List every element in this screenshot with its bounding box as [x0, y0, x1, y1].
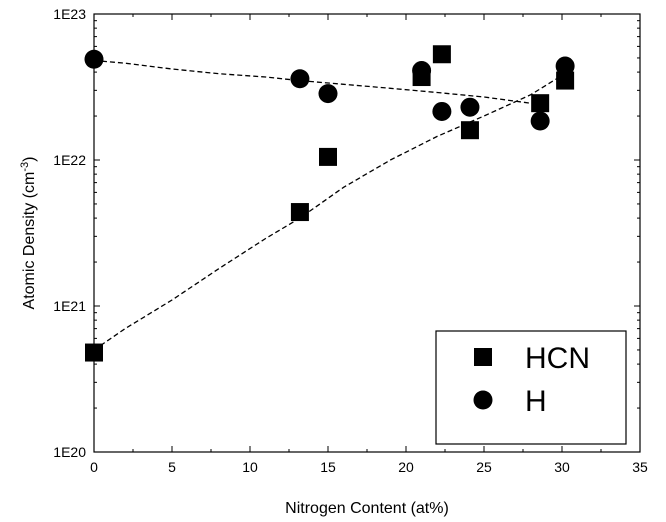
data-point-h [460, 97, 480, 117]
data-point-h [555, 56, 575, 76]
data-point-hcn [85, 343, 103, 362]
legend-marker-square [474, 348, 492, 366]
y-tick-label: 1E23 [53, 6, 86, 22]
y-axis-title: Atomic Density (cm-3) [19, 157, 38, 310]
fit-line-h [93, 59, 541, 106]
y-axis-ticks: 1E20 1E21 1E22 1E23 [53, 6, 640, 460]
y-axis-title-suffix: ) [21, 157, 38, 162]
x-tick-label: 15 [320, 459, 336, 475]
data-point-hcn [556, 71, 575, 90]
data-point-h [318, 84, 338, 104]
data-point-h [432, 101, 452, 121]
x-tick-label: 25 [476, 459, 492, 475]
data-point-hcn [460, 121, 479, 140]
fit-line-hcn [93, 74, 563, 351]
data-point-hcn [531, 94, 550, 113]
x-tick-label: 10 [242, 459, 258, 475]
y-tick-label: 1E20 [53, 444, 86, 460]
data-point-hcn [319, 147, 337, 166]
y-axis-title-exponent: -3 [19, 162, 31, 172]
x-tick-label: 20 [398, 459, 414, 475]
legend: HCN H [435, 330, 627, 445]
x-axis-title: Nitrogen Content (at%) [285, 500, 449, 517]
y-axis-title-main: Atomic Density (cm [21, 172, 38, 310]
legend-label-hcn: HCN [525, 342, 590, 375]
data-point-hcn [432, 45, 451, 64]
data-point-hcn [290, 203, 309, 222]
x-tick-label: 0 [90, 459, 98, 475]
legend-label-h: H [525, 385, 547, 418]
data-point-h [290, 69, 310, 89]
y-tick-label: 1E21 [53, 298, 86, 314]
y-tick-label: 1E22 [53, 152, 86, 168]
data-point-h [84, 49, 104, 69]
x-tick-label: 30 [554, 459, 570, 475]
x-tick-label: 5 [168, 459, 176, 475]
x-axis-ticks: 0 5 10 15 20 25 30 35 [90, 14, 648, 475]
data-point-h [412, 61, 432, 81]
legend-marker-circle [473, 390, 493, 410]
data-points [84, 45, 575, 362]
fit-lines [93, 59, 563, 351]
data-point-h [530, 111, 550, 131]
legend-box [435, 330, 627, 445]
x-tick-label: 35 [632, 459, 648, 475]
